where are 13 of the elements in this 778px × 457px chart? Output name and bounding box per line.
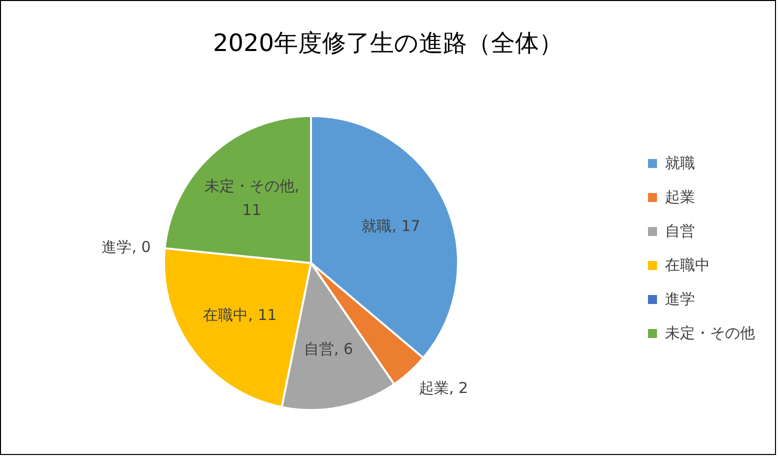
legend-label: 起業: [665, 188, 695, 206]
text: 進学, 0: [102, 238, 151, 256]
legend-label: 自営: [665, 222, 695, 240]
legend-label: 在職中: [665, 256, 710, 274]
data-label: 在職中, 11: [203, 305, 277, 326]
legend-label: 就職: [665, 154, 695, 172]
data-label: 未定・その他, 11: [203, 176, 300, 221]
legend-label: 未定・その他: [665, 324, 755, 342]
legend-label: 進学: [665, 290, 695, 308]
data-label: 就職, 17: [362, 216, 420, 237]
data-label: 起業, 2: [418, 378, 468, 400]
chart-title: 2020年度修了生の進路（全体）: [212, 28, 564, 59]
data-label: 自営, 6: [304, 339, 354, 360]
